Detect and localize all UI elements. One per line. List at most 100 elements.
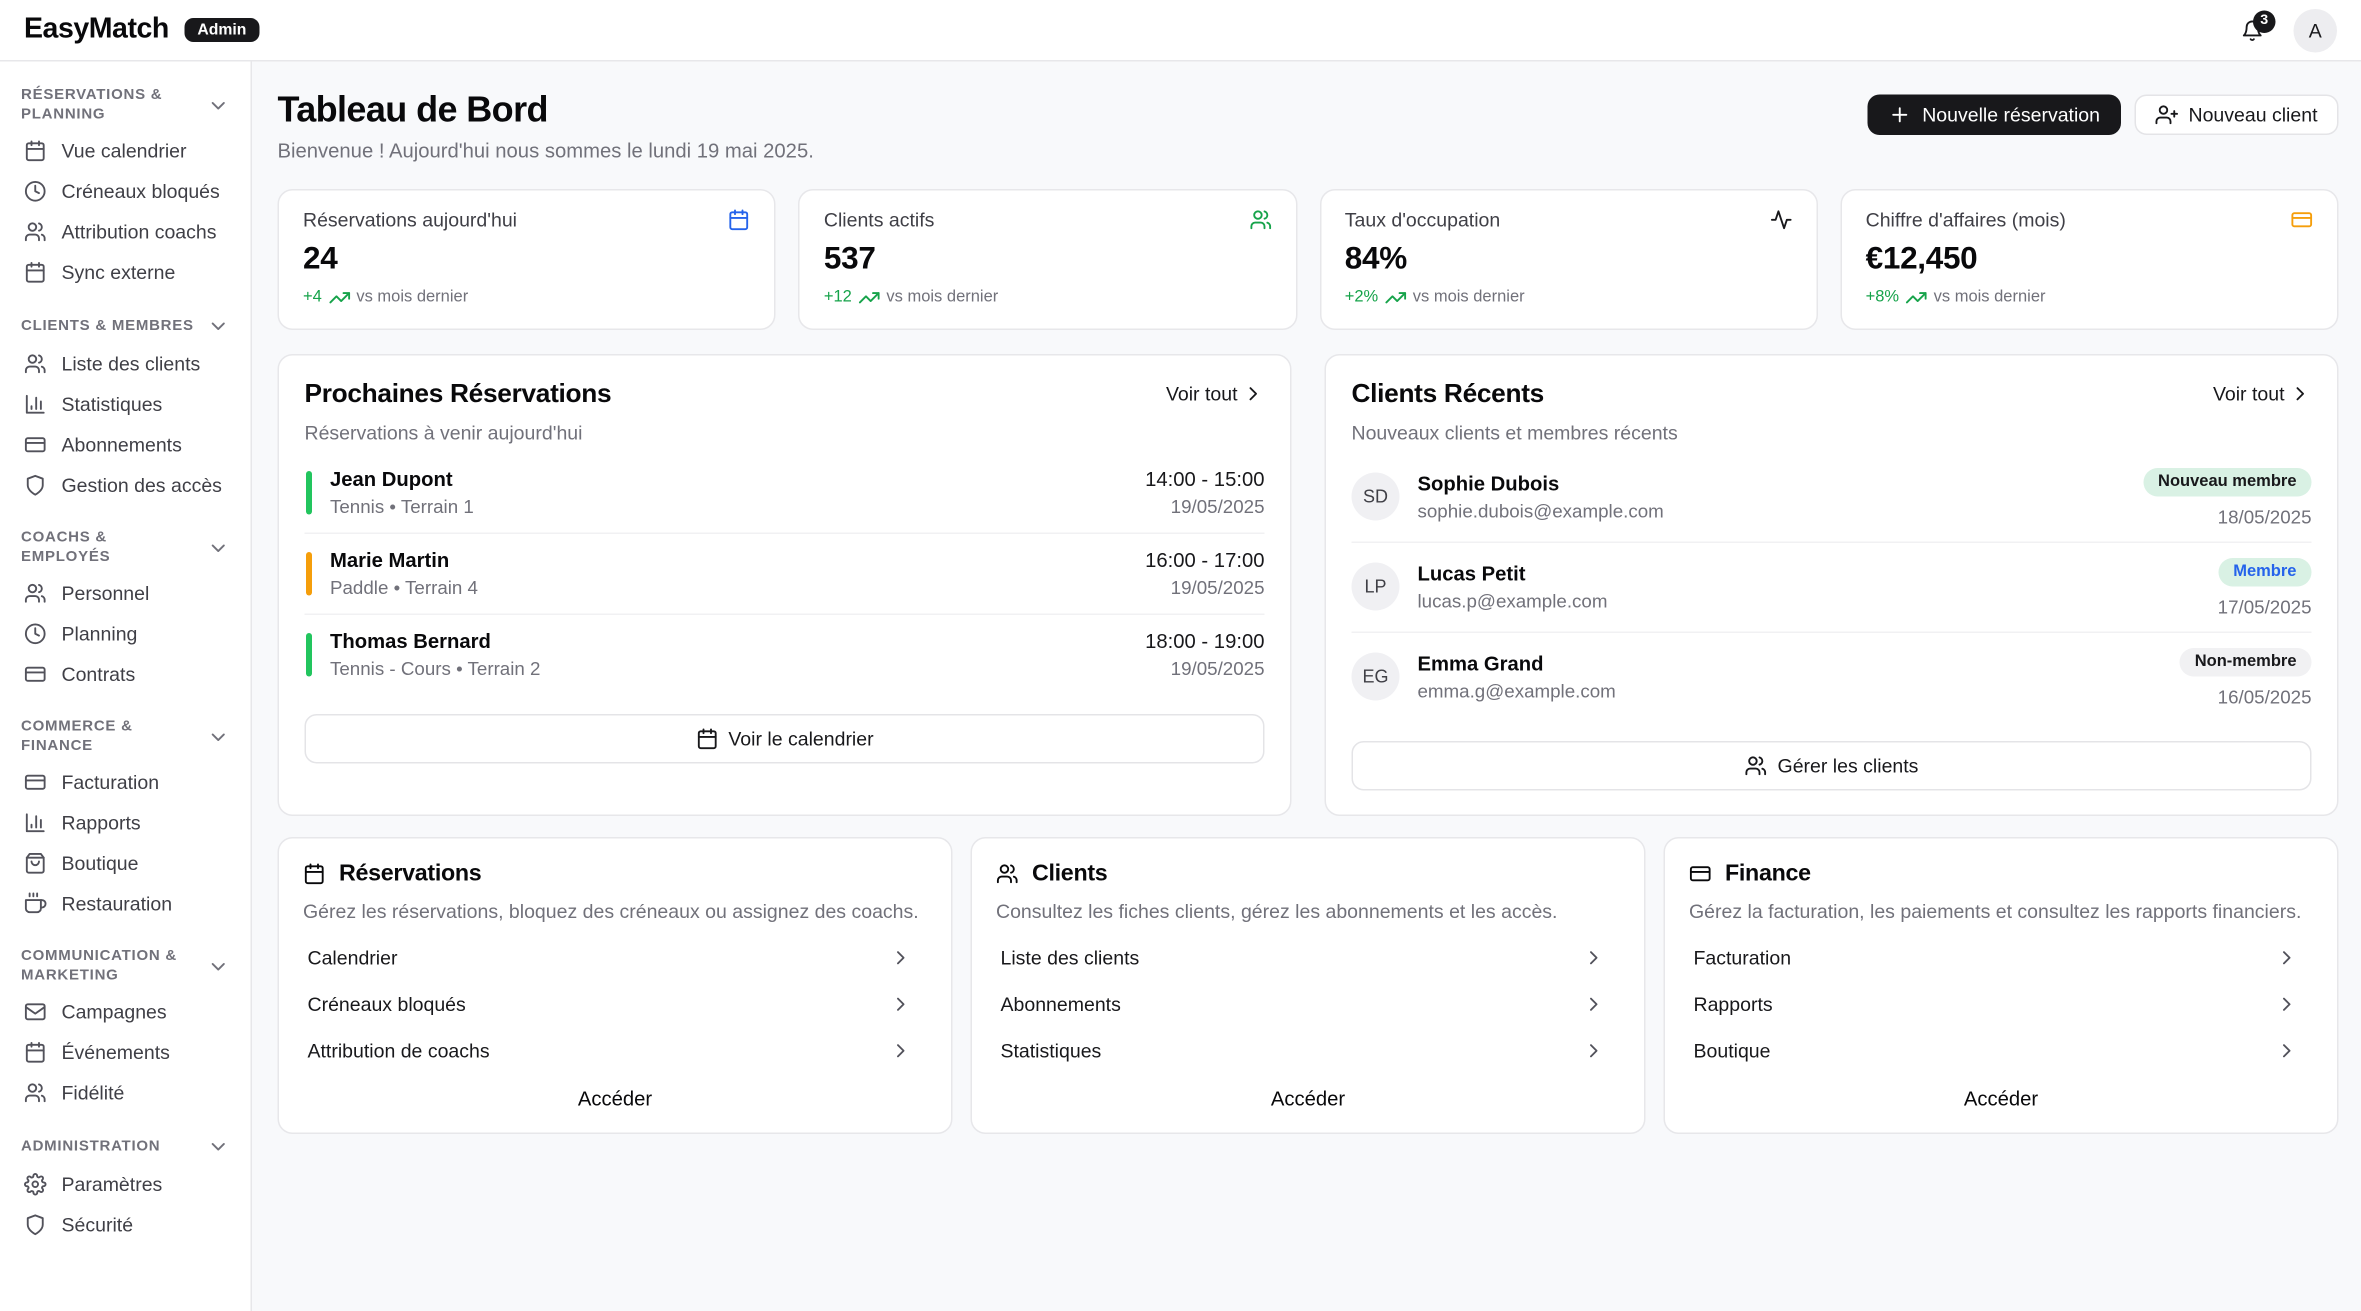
chevron-down-icon (207, 536, 230, 559)
brand-name: EasyMatch (24, 13, 169, 46)
client-row[interactable]: EG Emma Grand emma.g@example.com Non-mem… (1351, 630, 2312, 721)
sidebar-item-campagnes[interactable]: Campagnes (18, 992, 233, 1033)
view-all-label: Voir tout (2212, 381, 2285, 405)
quick-link-attribution-de-coachs[interactable]: Attribution de coachs (303, 1027, 927, 1074)
client-email: sophie.dubois@example.com (1417, 500, 1664, 522)
reservation-row[interactable]: Thomas Bernard Tennis - Cours • Terrain … (304, 612, 1265, 694)
reservation-name: Thomas Bernard (330, 629, 491, 652)
client-name: Lucas Petit (1417, 561, 1526, 585)
page-actions: Nouvelle réservation Nouveau client (1868, 94, 2339, 135)
quick-link-statistiques[interactable]: Statistiques (996, 1027, 1620, 1074)
quick-card-reservations: Réservations Gérez les réservations, blo… (277, 836, 953, 1134)
acceder-button[interactable]: Accéder (577, 1086, 653, 1110)
quick-link-rapports[interactable]: Rapports (1689, 980, 2313, 1027)
sidebar-item-abonnements[interactable]: Abonnements (18, 425, 233, 466)
section-header-communication-marketing[interactable]: Communication & Marketing (18, 944, 233, 992)
manage-clients-button[interactable]: Gérer les clients (1351, 740, 2312, 790)
sidebar-item-label: Campagnes (61, 1000, 167, 1024)
sidebar-item-fidelite[interactable]: Fidélité (18, 1073, 233, 1114)
sidebar-item-evenements[interactable]: Événements (18, 1032, 233, 1073)
view-calendar-label: Voir le calendrier (728, 726, 874, 750)
sidebar-item-restauration[interactable]: Restauration (18, 884, 233, 925)
clients-view-all-link[interactable]: Voir tout (2212, 381, 2312, 405)
mail-icon (24, 1001, 47, 1024)
sidebar-item-securite[interactable]: Sécurité (18, 1205, 233, 1246)
upcoming-view-all-link[interactable]: Voir tout (1166, 382, 1265, 404)
sidebar-item-personnel[interactable]: Personnel (18, 573, 233, 614)
notifications-button[interactable]: 3 (2241, 9, 2276, 42)
client-row[interactable]: SD Sophie Dubois sophie.dubois@example.c… (1351, 452, 2312, 541)
sidebar-item-rapports[interactable]: Rapports (18, 803, 233, 844)
quick-card-description: Gérez les réservations, bloquez des crén… (303, 899, 919, 922)
client-date: 17/05/2025 (2217, 596, 2312, 618)
panel-subtitle: Réservations à venir aujourd'hui (304, 420, 583, 444)
section-header-clients-membres[interactable]: Clients & Membres (18, 312, 233, 344)
quick-link-facturation[interactable]: Facturation (1689, 934, 2313, 981)
new-client-button[interactable]: Nouveau client (2134, 94, 2339, 135)
chevron-down-icon (207, 94, 230, 117)
stat-delta: +8% vs mois dernier (1866, 286, 2313, 309)
panel-title: Clients Récents (1351, 377, 1545, 408)
quick-link-creneaux-bloques[interactable]: Créneaux bloqués (303, 980, 927, 1027)
quick-link-boutique[interactable]: Boutique (1689, 1027, 2313, 1074)
section-header-coachs-employes[interactable]: Coachs & Employés (18, 525, 233, 573)
quick-link-calendrier[interactable]: Calendrier (303, 934, 927, 981)
membership-badge: Membre (2218, 557, 2312, 586)
admin-badge: Admin (183, 17, 260, 43)
reservation-details: Tennis - Cours • Terrain 2 (330, 657, 541, 679)
delta-note: vs mois dernier (886, 288, 999, 307)
top-bar: EasyMatch Admin 3 A (0, 0, 2361, 62)
sidebar-item-facturation[interactable]: Facturation (18, 762, 233, 803)
chevron-right-icon (1583, 1039, 1606, 1062)
acceder-button[interactable]: Accéder (1963, 1086, 2039, 1110)
reservation-row[interactable]: Jean Dupont Tennis • Terrain 1 14:00 - 1… (305, 452, 1265, 532)
sidebar-item-gestion-des-acces[interactable]: Gestion des accès (18, 465, 233, 506)
sidebar-item-vue-calendrier[interactable]: Vue calendrier (18, 131, 233, 172)
section-header-reservations-planning[interactable]: Réservations & Planning (18, 83, 233, 131)
quick-card-title: Finance (1725, 860, 1811, 886)
delta-note: vs mois dernier (1412, 288, 1525, 307)
users-icon (24, 582, 47, 605)
quick-link-liste-des-clients[interactable]: Liste des clients (996, 934, 1620, 981)
new-client-label: Nouveau client (2188, 103, 2318, 127)
sidebar-item-planning[interactable]: Planning (18, 614, 233, 655)
manage-clients-label: Gérer les clients (1777, 753, 1919, 777)
client-name: Sophie Dubois (1417, 471, 1560, 495)
quick-link-abonnements[interactable]: Abonnements (996, 980, 1620, 1027)
client-row[interactable]: LP Lucas Petit lucas.p@example.com Membr… (1351, 540, 2312, 631)
delta-value: +12 (823, 288, 852, 307)
calendar-icon (303, 863, 326, 886)
user-avatar[interactable]: A (2293, 8, 2337, 52)
sidebar-item-label: Planning (61, 622, 138, 646)
sidebar-item-boutique[interactable]: Boutique (18, 843, 233, 884)
calendar-icon (728, 208, 751, 231)
sidebar-item-sync-externe[interactable]: Sync externe (18, 252, 233, 293)
stat-delta: +2% vs mois dernier (1345, 286, 1792, 309)
status-bar (306, 551, 312, 595)
sidebar-item-creneaux-bloques[interactable]: Créneaux bloqués (18, 171, 233, 212)
sidebar-section-communication-marketing: Communication & Marketing Campagnes Évén… (18, 944, 233, 1114)
stat-label: Chiffre d'affaires (mois) (1865, 207, 2066, 231)
chevron-down-icon (207, 955, 230, 978)
sidebar-item-liste-des-clients[interactable]: Liste des clients (18, 344, 233, 385)
sidebar-item-parametres[interactable]: Paramètres (18, 1164, 233, 1205)
sidebar-item-attribution-coachs[interactable]: Attribution coachs (18, 212, 233, 253)
upcoming-reservations-panel: Prochaines Réservations Voir tout Réserv… (277, 353, 1292, 816)
stat-value: 84% (1344, 240, 1407, 276)
clients-list: SD Sophie Dubois sophie.dubois@example.c… (1351, 452, 2312, 721)
stat-card-clients-actifs: Clients actifs 537 +12 vs mois dernier (798, 188, 1297, 330)
sidebar-item-statistiques[interactable]: Statistiques (18, 384, 233, 425)
new-reservation-button[interactable]: Nouvelle réservation (1868, 94, 2121, 135)
user-plus-icon (2156, 104, 2179, 127)
page-header-text: Tableau de Bord Bienvenue ! Aujourd'hui … (278, 90, 814, 161)
notification-count-badge: 3 (2253, 9, 2276, 33)
view-calendar-button[interactable]: Voir le calendrier (304, 713, 1265, 763)
sidebar-item-label: Liste des clients (61, 352, 201, 376)
sidebar-item-contrats[interactable]: Contrats (18, 654, 233, 695)
acceder-button[interactable]: Accéder (1270, 1086, 1346, 1110)
section-header-administration[interactable]: Administration (18, 1133, 233, 1165)
chevron-right-icon (2289, 382, 2312, 405)
section-header-commerce-finance[interactable]: Commerce & Finance (18, 714, 233, 762)
section-label: Commerce & Finance (21, 718, 133, 755)
reservation-row[interactable]: Marie Martin Paddle • Terrain 4 16:00 - … (304, 531, 1265, 613)
